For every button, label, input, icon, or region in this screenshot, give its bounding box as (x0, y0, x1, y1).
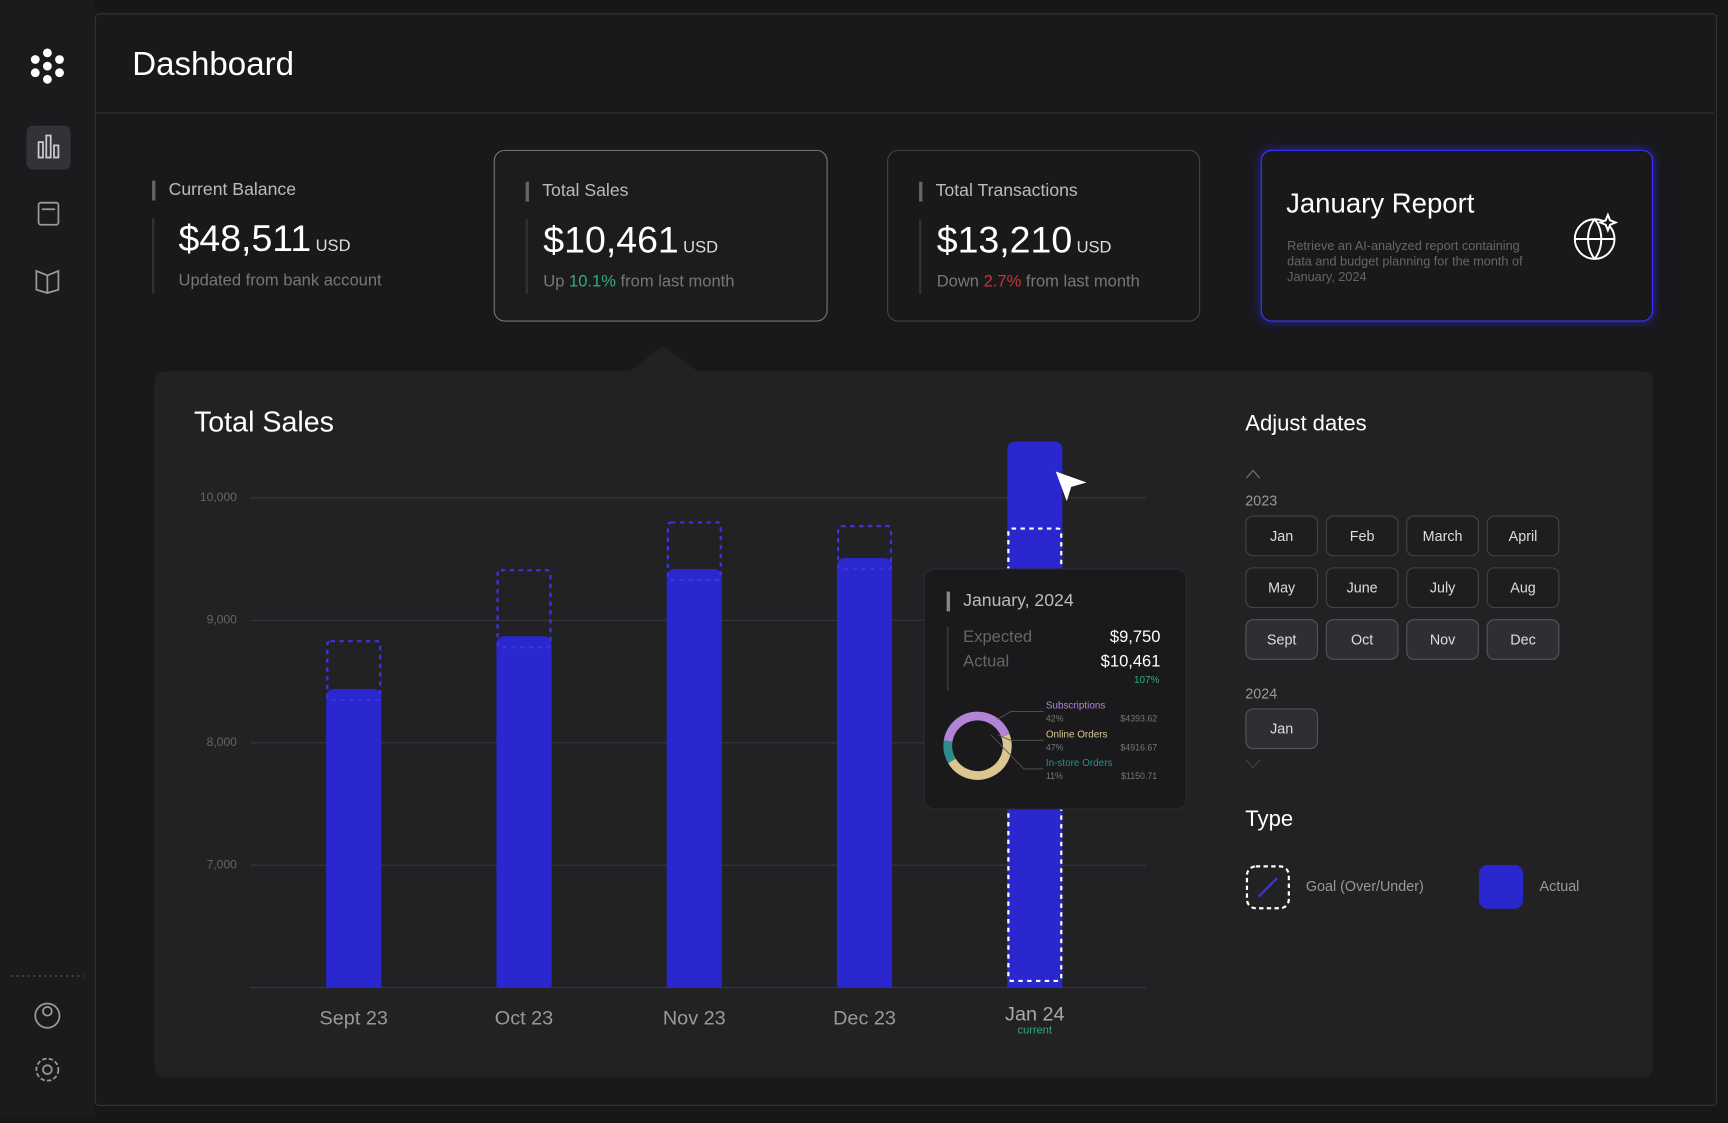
type-title: Type (1245, 807, 1294, 832)
pointer (628, 345, 699, 373)
scroll-down[interactable] (1243, 756, 1265, 771)
chart-title: Total Sales (194, 407, 334, 439)
cursor (1055, 471, 1087, 502)
ratio: 107% (1133, 674, 1160, 686)
month-button[interactable]: Dec (1486, 619, 1560, 660)
x-tick-label: Sept 23 (320, 1008, 388, 1030)
card-amount: $13,210 USD (936, 219, 1112, 262)
card-note: Down 2.7% from last month (936, 272, 1140, 291)
card-amount: $48,511 USD (178, 218, 351, 260)
legend-swatch (1478, 864, 1524, 909)
bar (836, 557, 893, 988)
report-description: Retrieve an AI-analyzed report containin… (1287, 240, 1523, 285)
report-title: January Report (1286, 188, 1475, 220)
sidebar (0, 0, 95, 1118)
x-tick-label: Oct 23 (495, 1008, 553, 1030)
breakdown-name: In-store Orders (1046, 758, 1113, 769)
header-divider (95, 112, 1714, 114)
month-button[interactable]: May (1245, 567, 1319, 609)
goal-outline (326, 640, 382, 702)
breakdown-name: Subscriptions (1046, 701, 1106, 712)
leader-line (997, 711, 1044, 720)
swatch-actual (1478, 864, 1524, 909)
breakdown-share: 42% (1046, 714, 1064, 724)
month-button[interactable]: Oct (1325, 619, 1399, 660)
tooltip-title: January, 2024 (946, 591, 1074, 612)
month-button[interactable]: March (1406, 515, 1479, 557)
card-amount: $10,461 USD (543, 219, 719, 262)
month-button[interactable]: Jan (1245, 515, 1319, 557)
year-label: 2023 (1245, 492, 1278, 509)
annotation: current (1018, 1024, 1052, 1036)
donut-segment (943, 740, 956, 764)
month-button[interactable]: July (1406, 567, 1479, 609)
y-tick-label: 8,000 (207, 735, 238, 749)
sidebar-icons (11, 48, 84, 1082)
breakdown-name: Online Orders (1046, 729, 1108, 740)
month-button[interactable]: Aug (1486, 567, 1560, 609)
month-button[interactable]: Nov (1406, 619, 1479, 660)
legend-swatch (1245, 865, 1290, 910)
breakdown-share: 47% (1046, 742, 1064, 752)
expected-label: Expected (963, 627, 1033, 647)
breakdown-amount: $4916.67 (1120, 742, 1157, 752)
swatch-slash (1257, 877, 1279, 898)
bar (666, 568, 722, 988)
card-label: Total Transactions (919, 181, 1078, 202)
breakdown-amount: $1150.71 (1121, 771, 1157, 781)
balance-card: Current Balance $48,511 USD Updated from … (121, 150, 452, 322)
chart-panel (154, 371, 1654, 1078)
report-card[interactable]: January Report Retrieve an AI-analyzed r… (1260, 149, 1654, 322)
expected-value: $9,750 (1109, 627, 1161, 647)
y-tick-label: 7,000 (207, 857, 238, 871)
breakdown-share: 11% (1046, 771, 1063, 781)
breakdown: Subscriptions 42% $4393.62 Online Orders 47%… (943, 701, 1157, 781)
swatch-goal (1245, 865, 1290, 910)
dates-title: Adjust dates (1245, 411, 1367, 437)
report-icon (1573, 212, 1619, 260)
donut-segment (948, 734, 1012, 780)
leader-line (990, 734, 1044, 770)
logo (30, 48, 64, 84)
card-label: Current Balance (152, 180, 296, 201)
month-button[interactable]: Sept (1245, 619, 1319, 660)
sales-card[interactable]: Total Sales $10,461 USD Up 10.1% from las… (493, 149, 828, 322)
goal-outline (496, 569, 552, 649)
actual-label: Actual (963, 652, 1010, 671)
breakdown-amount: $4393.62 (1120, 714, 1157, 724)
x-tick-label: Nov 23 (663, 1008, 726, 1030)
tooltip: January, 2024 Expected $9,750 Actual $10… (923, 568, 1187, 810)
scroll-up[interactable] (1243, 465, 1265, 480)
legend-label: Goal (Over/Under) (1305, 877, 1424, 895)
donut-segment (943, 711, 1010, 743)
page-title: Dashboard (132, 46, 294, 83)
month-button[interactable]: Jan (1245, 708, 1319, 750)
transactions-card[interactable]: Total Transactions $13,210 USD Down 2.7% … (887, 149, 1201, 322)
card-label: Total Sales (525, 181, 628, 202)
card-note: Updated from bank account (178, 270, 382, 290)
goal-outline (836, 525, 893, 571)
actual-value: $10,461 (1100, 652, 1161, 671)
month-button[interactable]: June (1325, 567, 1399, 609)
month-button[interactable]: Feb (1325, 515, 1399, 557)
y-tick-label: 9,000 (207, 613, 238, 627)
month-button[interactable]: April (1486, 515, 1560, 557)
bar (496, 636, 552, 988)
card-note: Up 10.1% from last month (543, 272, 735, 291)
unit: USD (315, 236, 351, 256)
legend-label: Actual (1539, 877, 1580, 895)
year-label: 2024 (1245, 685, 1278, 702)
bar (326, 688, 382, 988)
x-tick-label: Dec 23 (833, 1008, 896, 1030)
leader-line (997, 734, 1044, 741)
y-tick-label: 10,000 (200, 490, 237, 504)
x-tick-label: Jan 24 (1005, 1003, 1065, 1025)
